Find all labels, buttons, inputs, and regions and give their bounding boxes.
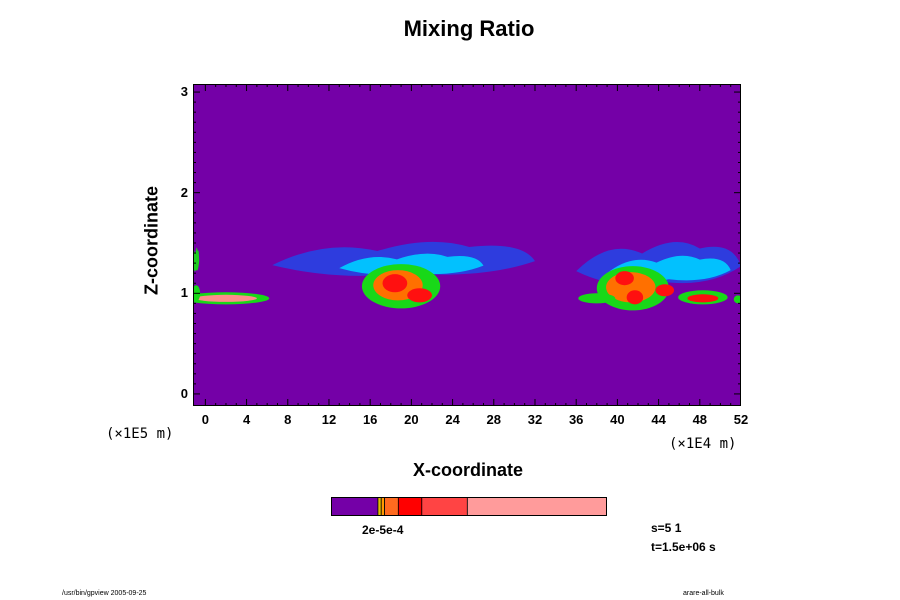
- colorbar-segment-3: [384, 497, 399, 516]
- colorbar-segment-0: [331, 497, 379, 516]
- x-tick-label-0: 0: [201, 412, 209, 427]
- footer-run-name: arare-all-bulk: [683, 590, 724, 597]
- x-axis-unit: (×1E4 m): [669, 436, 737, 452]
- y-tick-label-2: 2: [180, 184, 188, 200]
- x-tick-label-12: 48: [692, 412, 708, 427]
- cloud-patch-6: [407, 288, 432, 303]
- x-tick-label-7: 28: [486, 412, 502, 427]
- cloud-patch-10: [626, 290, 644, 305]
- x-tick-label-6: 24: [445, 412, 460, 427]
- footer-command: /usr/bin/gpview 2005-09-25: [62, 590, 147, 597]
- cloud-patch-11: [655, 284, 675, 297]
- cloud-patch-12: [578, 293, 616, 304]
- y-tick-label-1: 1: [180, 285, 188, 301]
- field-background: [193, 84, 741, 406]
- x-tick-label-5: 20: [404, 412, 419, 427]
- time-readout: t=1.5e+06 s: [651, 540, 716, 554]
- cloud-band-2: [339, 253, 484, 275]
- heatmap-plot-area: [193, 84, 741, 406]
- cloud-patch-1: [195, 294, 257, 302]
- y-tick-label-0: 0: [180, 385, 188, 401]
- y-axis-unit: (×1E5 m): [106, 426, 174, 442]
- cloud-patch-9: [615, 271, 634, 286]
- colorbar: [331, 497, 607, 516]
- colorbar-label: 2e-5e-4: [362, 523, 404, 537]
- y-axis-label: Z-coordinate: [141, 186, 162, 296]
- x-tick-label-8: 32: [527, 412, 543, 427]
- x-tick-label-11: 44: [651, 412, 666, 427]
- colorbar-frame: [331, 497, 607, 516]
- cloud-patch-14: [687, 294, 719, 303]
- cloud-band-0: [193, 247, 200, 272]
- plot-frame: [193, 84, 741, 406]
- colorbar-segment-2: [380, 497, 385, 516]
- cloud-patch-5: [382, 274, 408, 293]
- chart-title: Mixing Ratio: [403, 16, 535, 41]
- x-tick-label-4: 16: [362, 412, 378, 427]
- x-tick-label-9: 36: [568, 412, 584, 427]
- x-tick-label-13: 52: [733, 412, 749, 427]
- x-tick-label-2: 8: [284, 412, 292, 427]
- y-tick-label-3: 3: [180, 84, 188, 100]
- x-tick-label-10: 40: [610, 412, 625, 427]
- colorbar-segment-6: [466, 497, 607, 516]
- colorbar-segment-5: [421, 497, 468, 516]
- x-tick-label-3: 12: [321, 412, 337, 427]
- cloud-patch-15: [733, 295, 741, 304]
- step-readout: s=5 1: [651, 521, 682, 535]
- colorbar-segment-1: [377, 497, 382, 516]
- heatmap-field: [193, 84, 741, 406]
- x-axis-label: X-coordinate: [412, 460, 523, 480]
- x-tick-label-1: 4: [242, 412, 251, 427]
- colorbar-segment-4: [397, 497, 423, 516]
